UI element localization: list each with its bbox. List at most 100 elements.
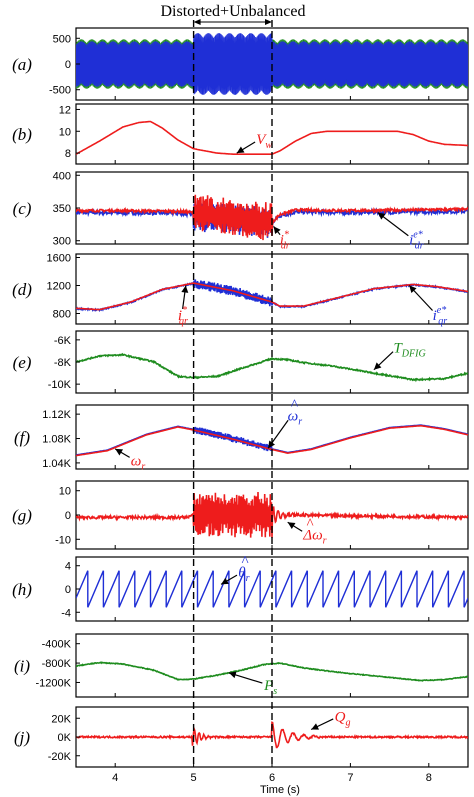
series-annotation: ωr <box>114 448 146 472</box>
annotation-arrowhead <box>311 723 320 730</box>
y-tick-label: 400 <box>53 170 71 182</box>
y-tick-label: -500 <box>49 85 71 97</box>
annotation-arrowhead <box>287 522 296 529</box>
y-tick-label: -4 <box>61 607 71 619</box>
y-tick-label: 4 <box>65 561 71 573</box>
y-tick-label: -1200K <box>36 677 72 689</box>
annotation-hat: ^ <box>241 554 249 570</box>
y-tick-label: 12 <box>59 104 71 116</box>
event-markers <box>192 19 273 767</box>
y-tick-label: -20K <box>48 751 72 763</box>
y-tick-label: 1200 <box>47 281 71 293</box>
y-tick-label: 0 <box>65 510 71 522</box>
annotation-arrowhead <box>221 577 229 585</box>
annotation-hat: ^ <box>306 516 314 532</box>
y-tick-label: 500 <box>53 33 71 45</box>
annotation-label: θr <box>238 565 249 584</box>
y-tick-label: 300 <box>53 236 71 248</box>
panel-j: 20K 0K -20K (j) Qg <box>14 706 469 768</box>
y-tick-label: -6K <box>54 335 72 347</box>
series-annotation: Δωr^ <box>287 516 327 546</box>
annotation-label: ie* dr <box>409 229 424 251</box>
panel-label: (i) <box>14 657 30 676</box>
series-annotation: ie* qr <box>408 285 448 327</box>
annotation-arrowhead <box>377 212 386 220</box>
x-tick-label: 5 <box>191 772 197 784</box>
plot-area <box>76 570 468 608</box>
panel-d: 1600 1200 800 (d) i* qr ie* qr <box>12 253 469 327</box>
panel-label: (e) <box>13 353 32 372</box>
figure-title: Distorted+Unbalanced <box>161 3 306 20</box>
series-annotation: Qg <box>310 709 351 731</box>
panel-g: 10 0 -10 (g) Δωr^ <box>12 480 469 550</box>
annotation-hat: ^ <box>291 397 299 413</box>
plot-area <box>76 352 468 383</box>
y-tick-label: 10 <box>59 126 71 138</box>
y-tick-label: 800 <box>53 309 71 321</box>
annotation-arrowhead <box>228 671 237 679</box>
annotation-label: Δωr <box>302 527 326 546</box>
panel-label: (b) <box>12 125 32 144</box>
annotation-arrowhead <box>115 448 124 456</box>
series-annotation: Vw <box>236 132 272 154</box>
y-tick-label: 350 <box>53 203 71 215</box>
y-tick-label: 0 <box>65 59 71 71</box>
plot-area <box>76 721 468 749</box>
panel-e: -6K -8K -10K (e) TDFIG <box>13 330 469 394</box>
panel-label: (h) <box>12 580 32 599</box>
y-tick-label: 8 <box>65 148 71 160</box>
annotation-arrowhead <box>373 362 382 370</box>
series-annotation: i* qr <box>178 285 189 327</box>
annotation-arrowhead <box>236 146 245 154</box>
panel-i: -400K -800K -1200K (i) Ps <box>14 633 469 698</box>
panel-b: 12 10 8 (b) Vw <box>12 103 469 165</box>
annotation-label: i* dr <box>280 229 290 251</box>
panel-a: 500 0 -500 (a) <box>12 27 469 101</box>
y-tick-label: 1.12K <box>42 409 71 421</box>
x-tick-label: 7 <box>347 772 353 784</box>
annotation-label: Vw <box>256 132 272 151</box>
panel-c: 400 350 300 (c) i* dr ie* dr <box>13 170 469 251</box>
annotation-label: TDFIG <box>393 341 425 360</box>
y-tick-label: 20K <box>51 713 71 725</box>
y-tick-label: 1.08K <box>42 434 71 446</box>
annotation-label: Qg <box>335 709 351 728</box>
annotation-label: i* qr <box>178 305 188 327</box>
y-tick-label: -400K <box>42 639 72 651</box>
y-tick-label: 1.04K <box>42 458 71 470</box>
series-line-red <box>76 721 468 749</box>
y-tick-label: 10 <box>59 486 71 498</box>
x-tick-label: 4 <box>112 772 118 784</box>
annotation-arrowhead <box>181 285 189 293</box>
x-tick-label: 6 <box>269 772 275 784</box>
annotation-arrowhead <box>409 285 417 294</box>
y-tick-label: -800K <box>42 658 72 670</box>
series-annotation: i* dr <box>273 225 290 251</box>
panel-label: (g) <box>12 506 32 525</box>
series-annotation: Ps <box>228 671 277 697</box>
panel-label: (c) <box>13 199 32 218</box>
annotation-label: Ps <box>263 678 277 697</box>
annotation-arrowhead <box>273 226 281 235</box>
y-tick-label: 1600 <box>47 253 71 265</box>
annotation-label: ie* qr <box>433 305 448 327</box>
x-axis-title: Time (s) <box>260 784 300 796</box>
panel-label: (j) <box>14 728 30 747</box>
y-tick-label: -8K <box>54 357 72 369</box>
series-line-green <box>76 352 468 383</box>
interval-arrowhead <box>265 19 272 25</box>
plot-frame <box>75 556 469 622</box>
y-tick-label: -10K <box>48 379 72 391</box>
panel-label: (a) <box>12 55 32 74</box>
series-line-blue <box>76 570 468 608</box>
annotation-label: ωr <box>131 453 146 472</box>
y-tick-label: 0K <box>58 732 72 744</box>
y-tick-label: 0 <box>65 584 71 596</box>
interval-arrowhead <box>193 19 201 25</box>
x-tick-label: 8 <box>426 772 432 784</box>
panel-h: 4 0 -4 (h) θr^ <box>12 554 469 622</box>
series-annotation: TDFIG <box>373 341 426 371</box>
y-tick-label: -10 <box>55 534 71 546</box>
